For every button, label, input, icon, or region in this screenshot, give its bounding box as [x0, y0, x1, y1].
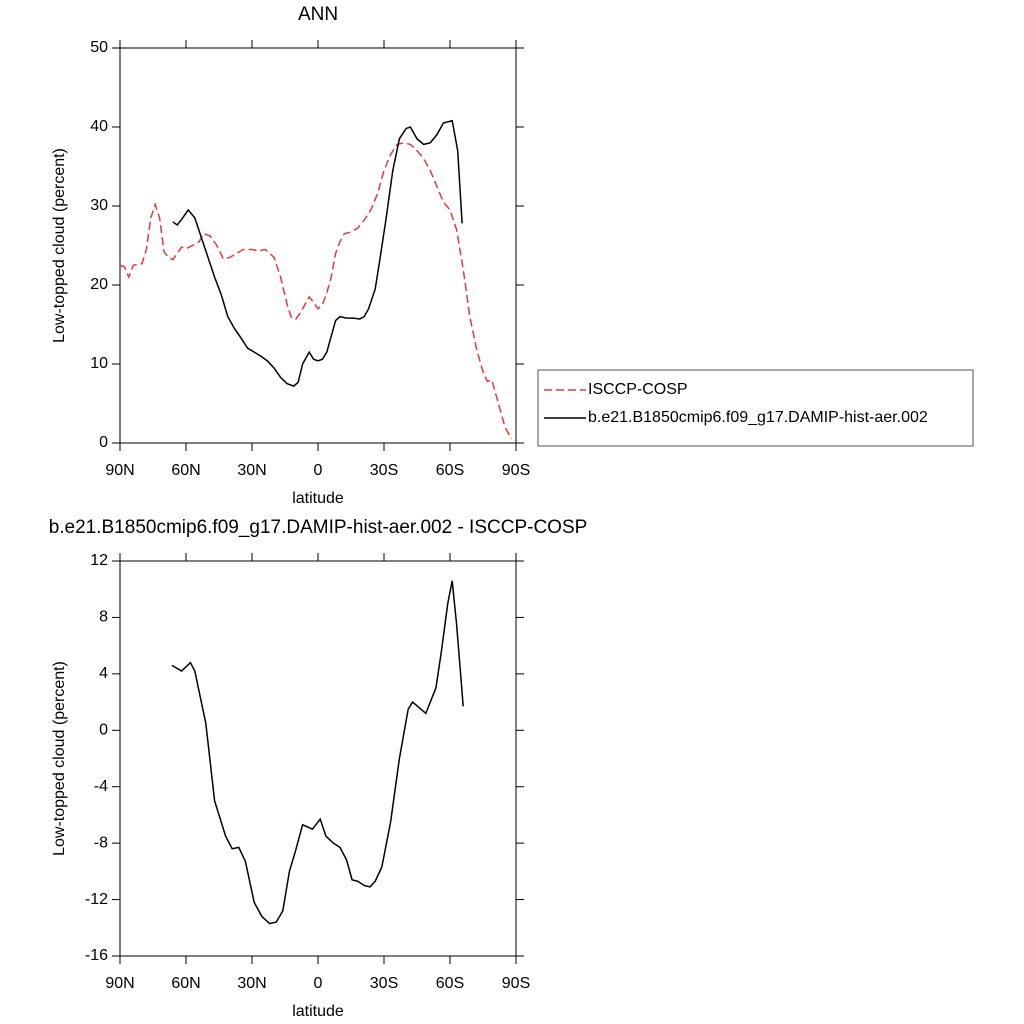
legend-label: ISCCP-COSP: [588, 381, 688, 398]
y-tick-label: 30: [90, 197, 108, 214]
x-tick-label: 0: [314, 975, 323, 992]
chart-title: ANN: [298, 4, 338, 25]
x-tick-label: 90N: [105, 975, 134, 992]
chart-title: b.e21.B1850cmip6.f09_g17.DAMIP-hist-aer.…: [49, 517, 588, 538]
x-tick-label: 90N: [105, 462, 134, 479]
y-axis-label: Low-topped cloud (percent): [51, 661, 68, 856]
y-axis-label: Low-topped cloud (percent): [51, 148, 68, 343]
x-axis-label: latitude: [292, 490, 344, 507]
x-tick-label: 60S: [436, 975, 464, 992]
y-tick-label: 0: [99, 722, 108, 739]
legend-box: [537, 369, 974, 447]
x-tick-label: 90S: [502, 462, 530, 479]
legend-label: b.e21.B1850cmip6.f09_g17.DAMIP-hist-aer.…: [588, 409, 928, 426]
y-tick-label: -8: [94, 834, 108, 851]
y-tick-label: 20: [90, 276, 108, 293]
y-tick-label: 50: [90, 39, 108, 56]
data-line: [171, 580, 464, 925]
x-tick-label: 90S: [502, 975, 530, 992]
y-tick-label: 0: [99, 434, 108, 451]
x-tick-label: 60N: [171, 975, 200, 992]
x-tick-label: 60N: [171, 462, 200, 479]
y-tick-label: -16: [85, 947, 108, 964]
y-tick-label: 10: [90, 355, 108, 372]
data-line: [172, 119, 463, 387]
y-tick-label: 4: [99, 665, 108, 682]
x-tick-label: 30S: [370, 975, 398, 992]
y-tick-label: 8: [99, 609, 108, 626]
x-tick-label: 60S: [436, 462, 464, 479]
y-tick-label: 40: [90, 118, 108, 135]
y-tick-label: 12: [90, 552, 108, 569]
plot-frame: [119, 47, 517, 444]
x-tick-label: 30S: [370, 462, 398, 479]
x-axis-label: latitude: [292, 1003, 344, 1020]
x-tick-label: 30N: [237, 462, 266, 479]
y-tick-label: -4: [94, 778, 108, 795]
x-tick-label: 30N: [237, 975, 266, 992]
data-line: [119, 142, 513, 440]
y-tick-label: -12: [85, 891, 108, 908]
x-tick-label: 0: [314, 462, 323, 479]
